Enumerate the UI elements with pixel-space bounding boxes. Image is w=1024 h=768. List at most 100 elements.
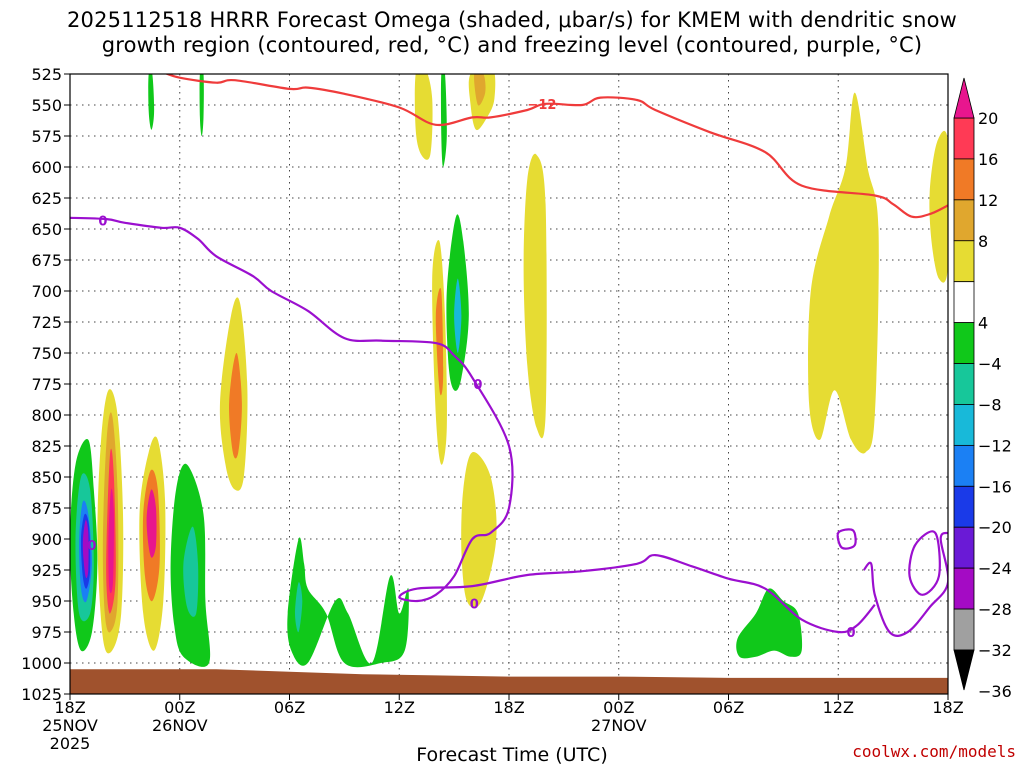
omega-region-positive-top-hour22 [474,74,486,106]
x-tick-label: 26NOV [152,716,208,735]
x-tick-label: 25NOV [42,716,98,735]
freezing-level-loop [863,531,948,637]
dgz-minus12-line [164,74,948,219]
omega-region-positive-hour9 [229,353,242,459]
x-tick-label: 00Z [164,698,195,717]
y-tick-label: 675 [31,251,62,270]
omega-region-positive-hour24 [523,153,547,439]
colorbar-label: −24 [978,559,1012,578]
y-tick-label: 825 [31,437,62,456]
y-tick-label: 650 [31,220,62,239]
y-tick-label: 725 [31,313,62,332]
y-axis-ticks: 525 550 575 600 625 650 675 700 725 750 775 800 825 8… [21,65,70,704]
omega-region-negative-hour12 [287,537,409,668]
colorbar-swatch [953,444,975,487]
colorbar-label: −4 [978,355,1002,374]
colorbar: 20 16 12 8 4 −4 −8 −12 −16 −20 −24 −28 −32 −36 [953,77,1012,701]
y-tick-label: 625 [31,189,62,208]
colorbar-bottom-arrow [953,649,975,691]
colorbar-swatch [953,485,975,528]
y-tick-label: 750 [31,344,62,363]
y-tick-label: 700 [31,282,62,301]
colorbar-swatch [953,158,975,201]
colorbar-swatch [953,608,975,651]
colorbar-label: −12 [978,436,1012,455]
freezing-level-label: 0 [473,378,482,393]
omega-region-negative-top-hour21 [440,74,447,167]
colorbar-top-arrow [953,77,975,119]
omega-region-negative-hour12 [294,582,303,633]
colorbar-swatch [953,363,975,405]
x-tick-label: 06Z [274,698,305,717]
dgz-minus12-label: −12 [527,98,556,113]
y-tick-label: 600 [31,158,62,177]
colorbar-swatch [953,526,975,569]
omega-region-negative-top-hour5 [148,74,155,130]
omega-region-positive-core-hour2 [108,488,114,594]
x-tick-label: 18Z [54,698,85,717]
y-tick-label: 975 [31,623,62,642]
freezing-level-label: 0 [470,597,479,612]
freezing-level-loop [836,528,857,550]
y-tick-label: 775 [31,375,62,394]
x-tick-label: 27NOV [591,716,647,735]
omega-region-negative-top-hour7 [199,74,204,136]
colorbar-label: −36 [978,682,1012,701]
freezing-level-label: 0 [847,626,856,641]
colorbar-swatch [953,322,975,364]
colorbar-swatch [953,567,975,610]
colorbar-label: 20 [978,109,998,128]
x-axis-label: Forecast Time (UTC) [416,744,608,766]
colorbar-label: 12 [978,191,998,210]
y-tick-label: 1000 [21,654,62,673]
omega-region-positive-core-hour4 [146,489,157,558]
colorbar-swatch [953,240,975,283]
y-tick-label: 525 [31,65,62,84]
colorbar-label: 16 [978,150,998,169]
chart-title: 2025112518 HRRR Forecast Omega (shaded, … [0,8,1024,58]
colorbar-swatch [953,281,975,324]
y-tick-label: 875 [31,499,62,518]
colorbar-label: −32 [978,641,1012,660]
freezing-level-label: 0 [98,214,107,229]
colorbar-swatch [953,117,975,160]
colorbar-label: 8 [978,232,988,251]
omega-region-negative-hour6 [183,526,199,617]
colorbar-swatch [953,404,975,446]
freezing-level-line [70,216,876,634]
omega-region-positive-hour48 [929,130,948,283]
x-tick-label: 00Z [603,698,634,717]
omega-region-positive-top-hour19 [414,74,433,160]
omega-region-positive-hour40 [808,92,879,454]
contour-lines: 0 0 0 0 0 −12 [70,74,948,641]
terrain-layer [70,669,948,694]
y-tick-label: 850 [31,468,62,487]
y-tick-label: 900 [31,530,62,549]
colorbar-label: −16 [978,477,1012,496]
colorbar-label: 4 [978,314,988,333]
colorbar-label: −28 [978,600,1012,619]
chart-title-line1: 2025112518 HRRR Forecast Omega (shaded, … [66,8,957,32]
y-tick-label: 950 [31,592,62,611]
x-tick-label: 12Z [384,698,415,717]
y-tick-label: 800 [31,406,62,425]
omega-shading [70,74,948,668]
omega-region-negative-hour21 [454,278,462,353]
colorbar-label: −20 [978,518,1012,537]
x-tick-label: 06Z [713,698,744,717]
x-tick-label: 12Z [823,698,854,717]
credit-link[interactable]: coolwx.com/models [852,742,1016,761]
terrain-surface [70,669,948,694]
y-tick-label: 1025 [21,685,62,704]
x-tick-label: 18Z [932,698,963,717]
x-tick-label: 18Z [493,698,524,717]
chart-title-line2: growth region (contoured, red, °C) and f… [101,33,923,57]
freezing-level-loop [908,530,941,596]
colorbar-label: −8 [978,395,1002,414]
freezing-level-label: 0 [87,539,96,554]
y-tick-label: 575 [31,127,62,146]
colorbar-swatch [953,199,975,242]
omega-region-positive-hour22 [461,451,497,608]
